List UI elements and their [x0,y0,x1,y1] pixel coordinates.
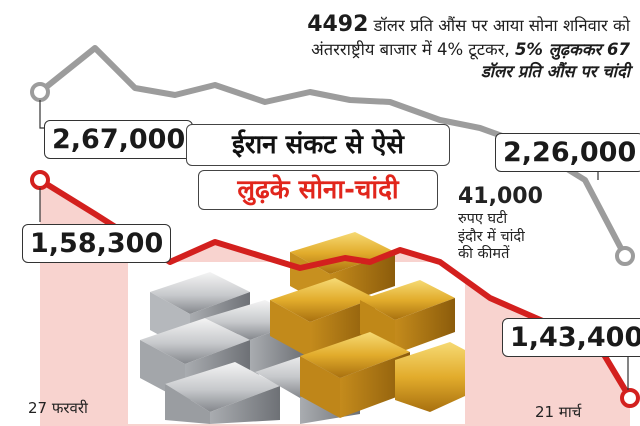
headline-gold-price: 4492 [307,12,369,37]
silver-end-label: 2,26,000 [495,133,640,172]
label-leader-line [39,100,44,129]
headline-line2-emphasis: 5% लुढ़ककर 67 [514,40,630,60]
headline-line3-emphasis: डॉलर प्रति औंस पर चांदी [480,61,630,81]
gold-end-point [620,388,640,408]
silver-start-point [30,82,50,102]
title-line1: ईरान संकट से ऐसे [186,124,450,166]
gold-start-point [30,170,50,190]
headline-text: 4492 डॉलर प्रति औंस पर आया सोना शनिवार क… [200,10,630,83]
silver-start-label: 2,67,000 [44,120,194,159]
drop-note-line3: की कीमतें [458,246,510,263]
drop-note-line2: इंदौर में चांदी [458,228,525,245]
silver-end-point [615,246,635,266]
headline-line2-text: अंतरराष्ट्रीय बाजार में 4% टूटकर, [311,40,510,60]
x-tick-start: 27 फरवरी [28,399,88,417]
gold-silver-bars-image [128,232,465,424]
title-line2: लुढ़के सोना-चांदी [198,170,438,210]
headline-line1-text: डॉलर प्रति औंस पर आया सोना शनिवार को [373,16,630,35]
gold-start-label: 1,58,300 [22,224,172,263]
gold-end-label: 1,43,400 [502,318,640,357]
x-tick-end: 21 मार्च [535,403,582,421]
silver-drop-annotation: 41,000 रुपए घटी इंदौर में चांदी की कीमते… [458,184,543,264]
drop-amount: 41,000 [458,184,543,209]
drop-note-line1: रुपए घटी [458,210,508,227]
chart-title: ईरान संकट से ऐसे लुढ़के सोना-चांदी [186,124,450,210]
